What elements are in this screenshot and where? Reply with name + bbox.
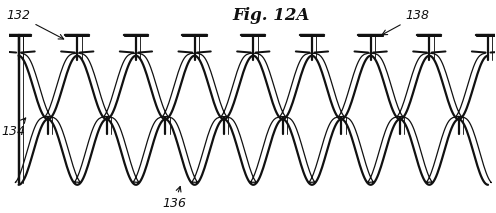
Text: Fig. 12A: Fig. 12A (233, 7, 310, 24)
Text: 132: 132 (6, 9, 63, 39)
Text: 134: 134 (1, 118, 26, 138)
Text: 138: 138 (382, 9, 430, 35)
Text: 136: 136 (162, 186, 186, 210)
